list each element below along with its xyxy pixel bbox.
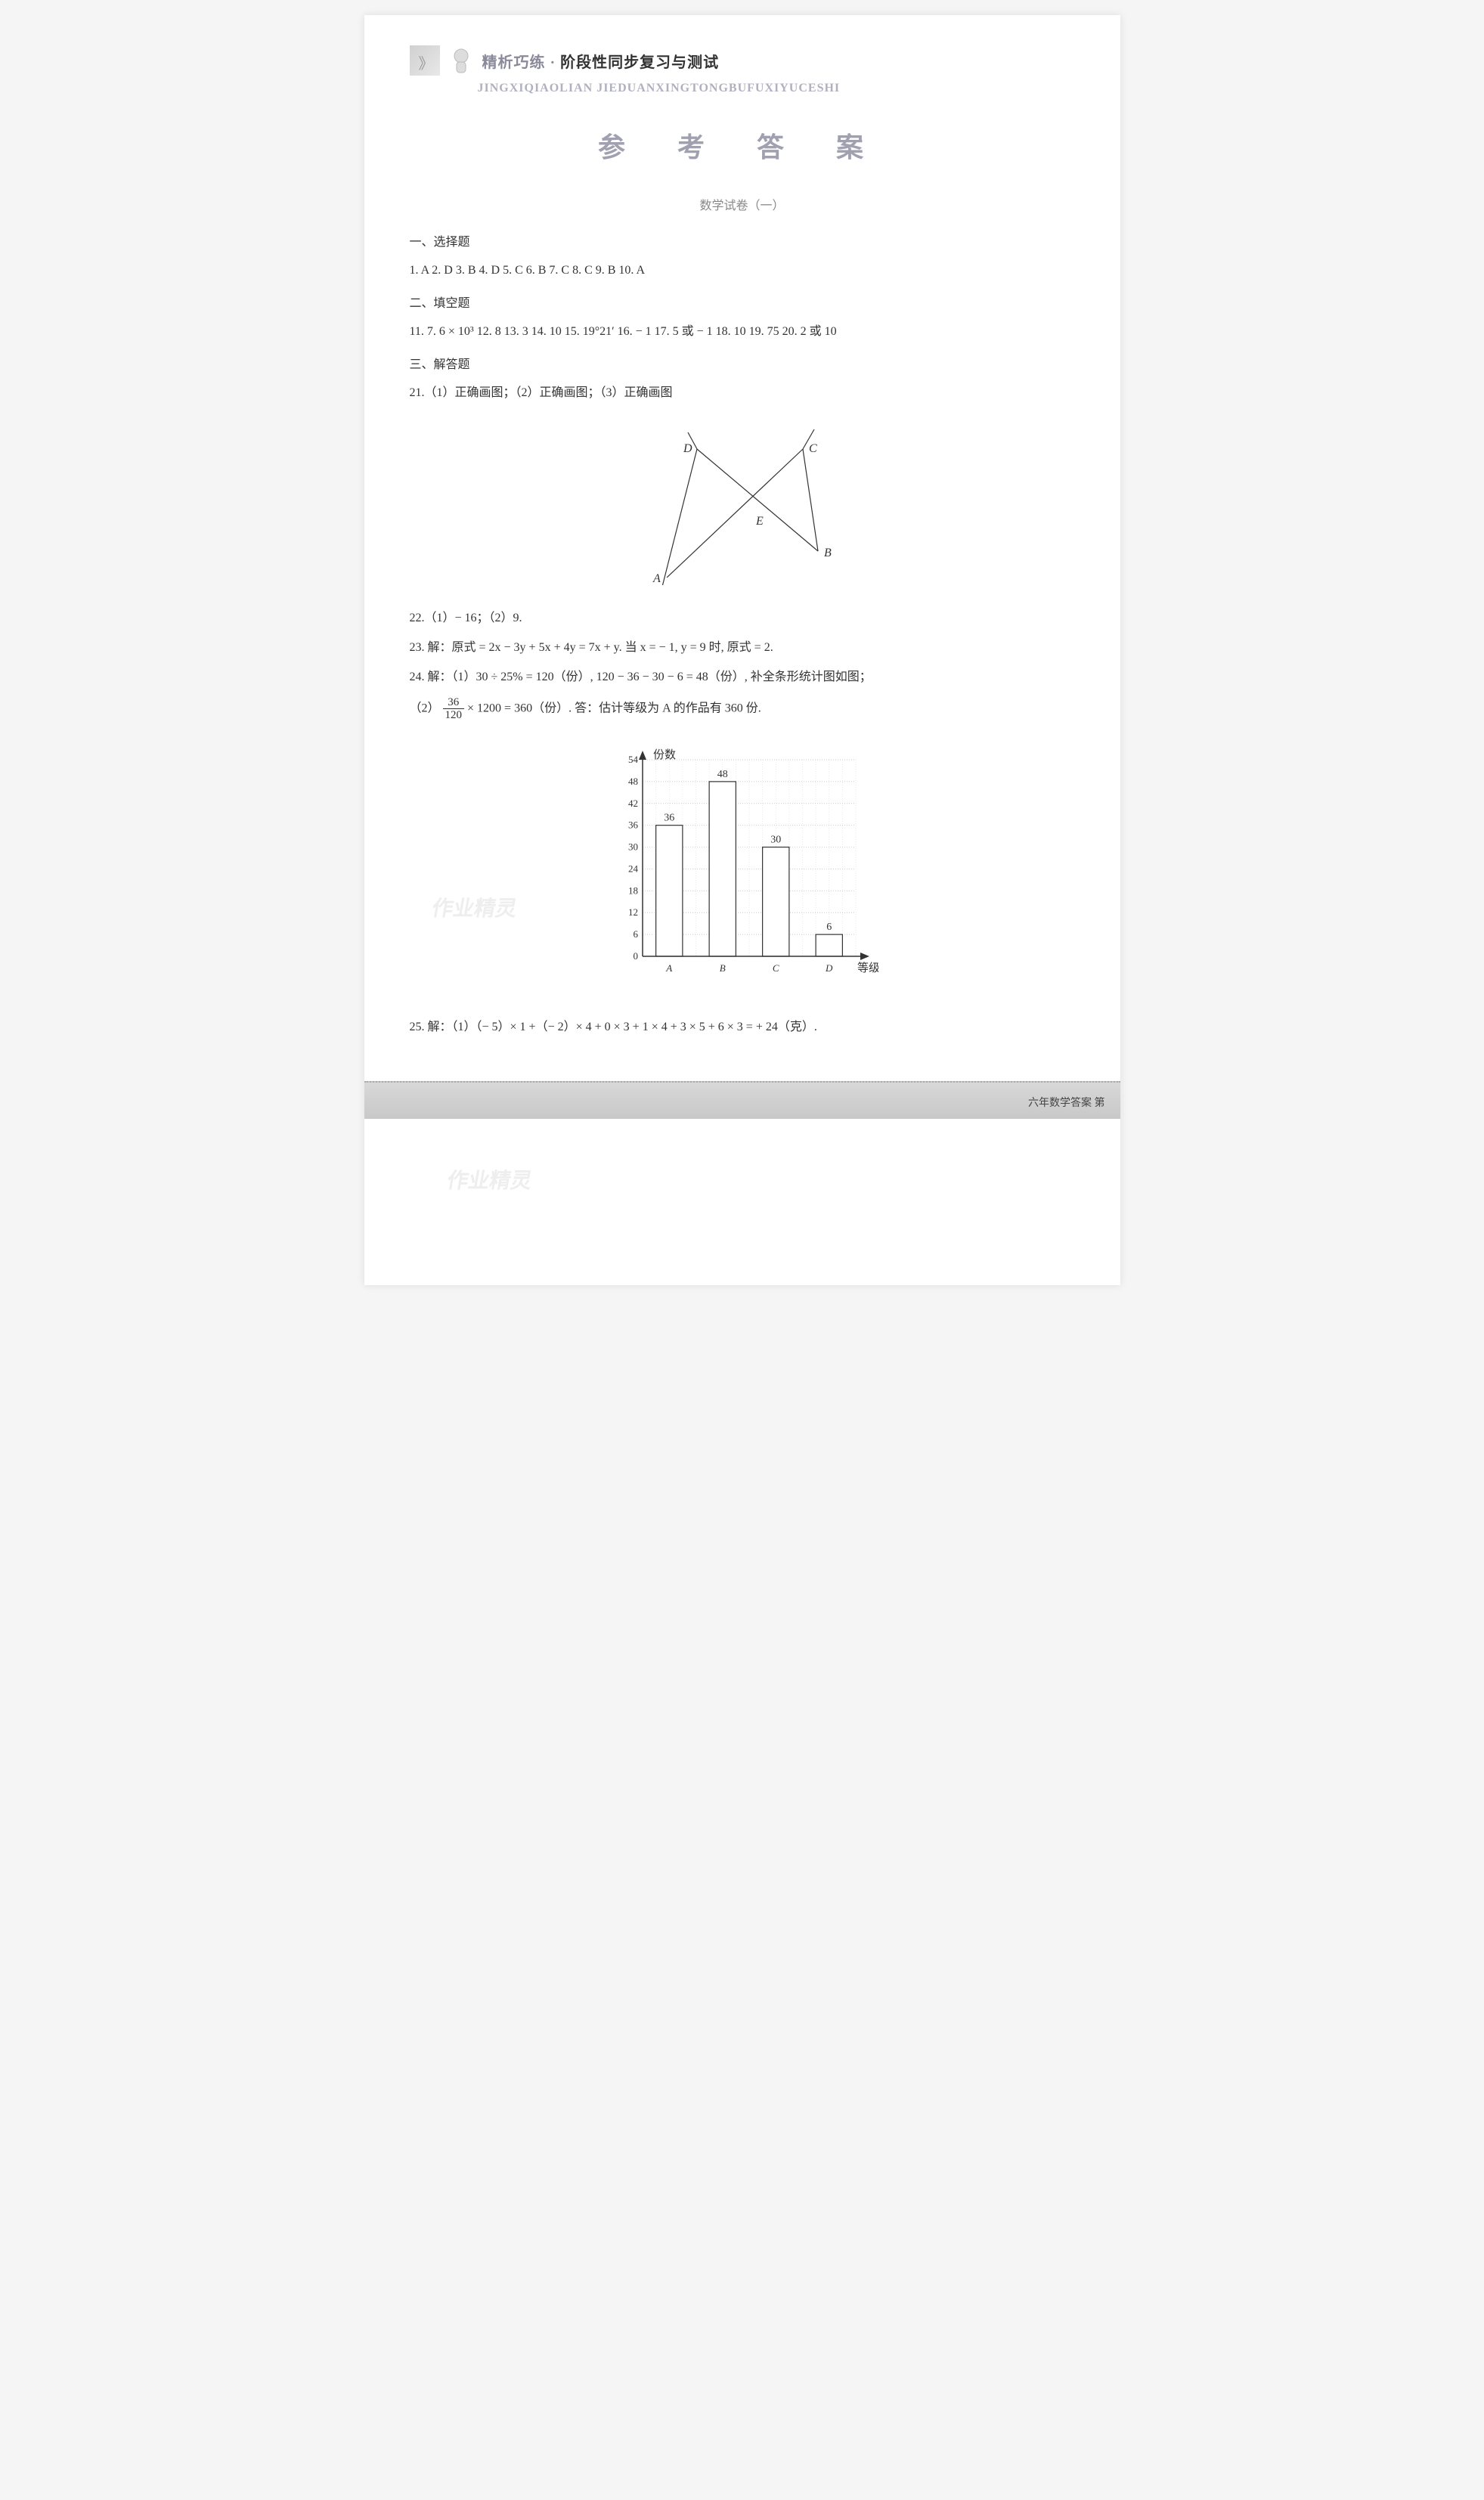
svg-text:30: 30 (770, 834, 781, 845)
geometry-svg: A D E C B (621, 419, 863, 585)
section-2-answers: 11. 7. 6 × 10³ 12. 8 13. 3 14. 10 15. 19… (410, 321, 1075, 343)
bar-chart-svg: 0 6 12 18 24 30 36 42 48 54 36 A 48 B 30 C 6 D 份数等级 (606, 745, 878, 987)
svg-text:18: 18 (628, 884, 638, 896)
q23-text: 23. 解：原式 = 2x − 3y + 5x + 4y = 7x + y. 当… (410, 637, 1075, 659)
svg-text:12: 12 (628, 906, 638, 918)
svg-text:36: 36 (664, 812, 674, 823)
q24-1-text: 24. 解：（1）30 ÷ 25% = 120（份）, 120 − 36 − 3… (410, 667, 1075, 689)
svg-text:B: B (824, 547, 832, 559)
svg-text:6: 6 (826, 922, 832, 933)
svg-text:48: 48 (717, 769, 727, 780)
header-decoration-icon (410, 45, 440, 76)
main-title: 参 考 答 案 (410, 125, 1075, 165)
section-3-title: 三、解答题 (410, 354, 1075, 372)
svg-text:C: C (809, 442, 817, 455)
header-pinyin: JINGXIQIAOLIAN JIEDUANXINGTONGBUFUXIYUCE… (478, 82, 1075, 95)
section-1-answers: 1. A 2. D 3. B 4. D 5. C 6. B 7. C 8. C … (410, 260, 1075, 282)
header-title-gray: 精析巧练 · (482, 54, 561, 71)
svg-text:A: A (652, 572, 661, 585)
svg-text:0: 0 (633, 950, 638, 962)
svg-text:54: 54 (628, 754, 639, 765)
svg-text:48: 48 (628, 776, 638, 787)
q25-text: 25. 解：（1）（− 5）× 1 +（− 2）× 4 + 0 × 3 + 1 … (410, 1017, 1075, 1039)
svg-text:等级: 等级 (857, 961, 878, 974)
paper-subtitle: 数学试卷（一） (410, 195, 1075, 213)
watermark-2: 作业精灵 (445, 1164, 534, 1194)
footer-strip (364, 1081, 1120, 1119)
q24-2-text: （2） 36 120 × 1200 = 360（份）. 答：估计等级为 A 的作… (410, 696, 1075, 722)
bar-chart-container: 0 6 12 18 24 30 36 42 48 54 36 A 48 B 30 C 6 D 份数等级 (410, 745, 1075, 987)
q24-2-suffix: × 1200 = 360（份）. 答：估计等级为 A 的作品有 360 份. (467, 702, 761, 714)
header-title: 精析巧练 · 阶段性同步复习与测试 (482, 50, 720, 72)
geometry-diagram: A D E C B (410, 419, 1075, 585)
svg-text:42: 42 (628, 798, 638, 809)
page: 精析巧练 · 阶段性同步复习与测试 JINGXIQIAOLIAN JIEDUAN… (364, 15, 1120, 1285)
svg-text:E: E (755, 515, 764, 528)
header-title-bold: 阶段性同步复习与测试 (560, 54, 719, 71)
svg-text:D: D (683, 442, 692, 455)
section-1-title: 一、选择题 (410, 231, 1075, 249)
footer-text: 六年数学答案 第 (1028, 1095, 1105, 1110)
svg-text:C: C (772, 962, 779, 974)
svg-text:A: A (665, 962, 672, 974)
q22-text: 22.（1）− 16；（2）9. (410, 608, 1075, 630)
q24-2-prefix: （2） (410, 702, 440, 714)
svg-text:份数: 份数 (653, 748, 676, 761)
svg-text:B: B (719, 962, 725, 974)
fraction-numerator: 36 (443, 696, 465, 710)
page-header: 精析巧练 · 阶段性同步复习与测试 (410, 45, 1075, 76)
section-2-title: 二、填空题 (410, 293, 1075, 311)
fraction-denominator: 120 (443, 709, 465, 722)
mascot-icon (448, 45, 475, 76)
svg-text:30: 30 (628, 841, 638, 852)
svg-text:36: 36 (628, 819, 639, 830)
svg-text:6: 6 (633, 928, 638, 940)
svg-text:24: 24 (628, 863, 639, 874)
q21-text: 21.（1）正确画图；（2）正确画图；（3）正确画图 (410, 383, 1075, 404)
svg-text:D: D (825, 962, 833, 974)
q24-2-fraction: 36 120 (443, 696, 465, 722)
